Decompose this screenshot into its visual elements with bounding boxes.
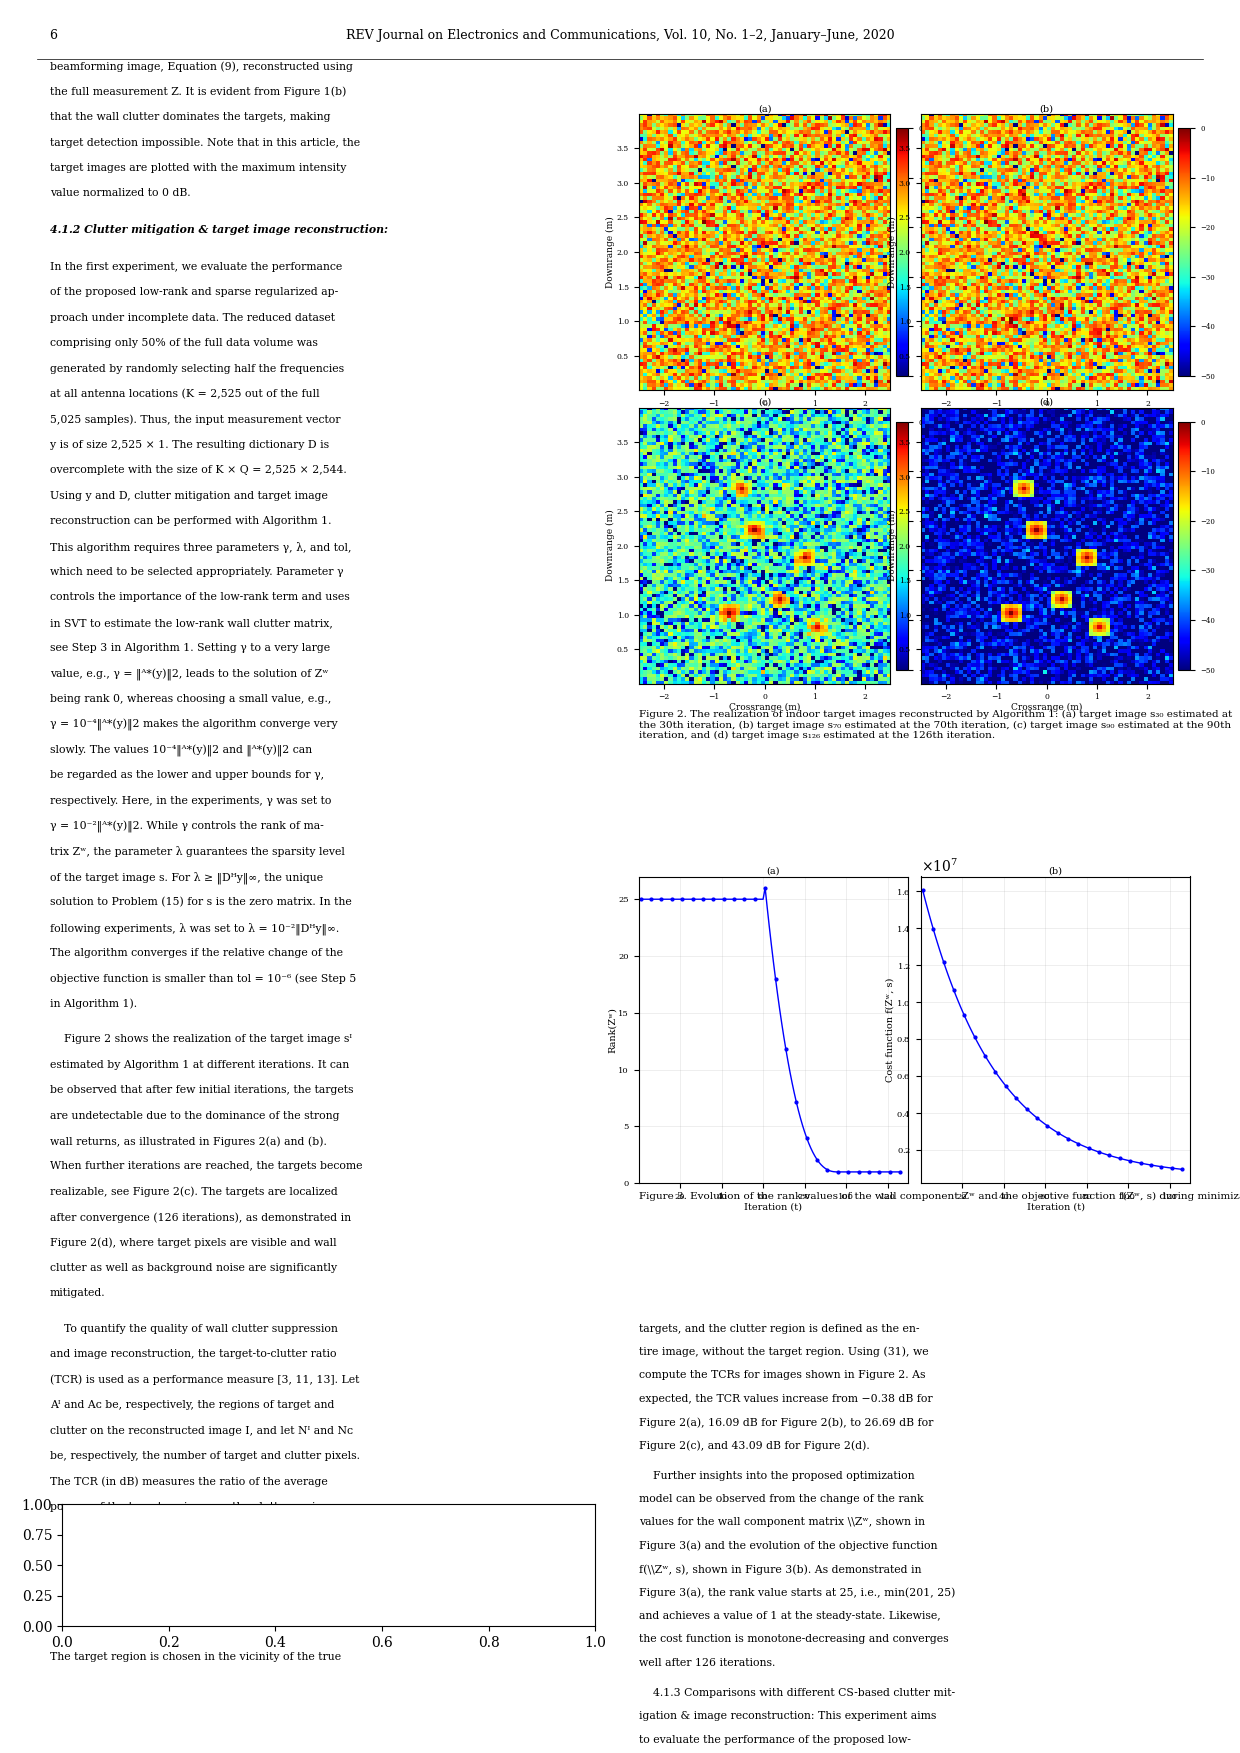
Text: and image reconstruction, the target-to-clutter ratio: and image reconstruction, the target-to-… (50, 1350, 336, 1359)
Text: reconstruction can be performed with Algorithm 1.: reconstruction can be performed with Alg… (50, 515, 331, 526)
Text: When further iterations are reached, the targets become: When further iterations are reached, the… (50, 1162, 362, 1171)
Text: 6: 6 (50, 28, 57, 42)
Text: and achieves a value of 1 at the steady-state. Likewise,: and achieves a value of 1 at the steady-… (639, 1611, 940, 1622)
Text: y is of size 2,525 × 1. The resulting dictionary D is: y is of size 2,525 × 1. The resulting di… (50, 440, 329, 451)
Text: (31): (31) (541, 1564, 563, 1572)
Text: REV Journal on Electronics and Communications, Vol. 10, No. 1–2, January–June, 2: REV Journal on Electronics and Communica… (346, 28, 894, 42)
Text: (TCR) is used as a performance measure [3, 11, 13]. Let: (TCR) is used as a performance measure [… (50, 1374, 358, 1385)
Text: be observed that after few initial iterations, the targets: be observed that after few initial itera… (50, 1085, 353, 1096)
Text: This algorithm requires three parameters γ, λ, and tol,: This algorithm requires three parameters… (50, 542, 351, 552)
Text: values for the wall component matrix \\Zʷ, shown in: values for the wall component matrix \\Z… (639, 1518, 925, 1527)
Text: Figure 2 shows the realization of the target image sᴵ: Figure 2 shows the realization of the ta… (50, 1034, 352, 1045)
Y-axis label: Cost function f(Zʷ, s): Cost function f(Zʷ, s) (885, 978, 894, 1082)
Text: Figure 2(c), and 43.09 dB for Figure 2(d).: Figure 2(c), and 43.09 dB for Figure 2(d… (639, 1441, 869, 1451)
Text: tire image, without the target region. Using (31), we: tire image, without the target region. U… (639, 1346, 929, 1357)
Text: being rank 0, whereas choosing a small value, e.g.,: being rank 0, whereas choosing a small v… (50, 694, 331, 705)
Text: proach under incomplete data. The reduced dataset: proach under incomplete data. The reduce… (50, 312, 335, 323)
Title: (a): (a) (766, 866, 780, 876)
Text: the cost function is monotone-decreasing and converges: the cost function is monotone-decreasing… (639, 1634, 949, 1644)
Text: model can be observed from the change of the rank: model can be observed from the change of… (639, 1494, 924, 1504)
Text: target images are plotted with the maximum intensity: target images are plotted with the maxim… (50, 163, 346, 174)
Text: beamforming image, Equation (9), reconstructed using: beamforming image, Equation (9), reconst… (50, 61, 352, 72)
Y-axis label: Downrange (m): Downrange (m) (606, 510, 615, 582)
Text: Figure 2. The realization of indoor target images reconstructed by Algorithm 1: : Figure 2. The realization of indoor targ… (639, 710, 1231, 740)
Text: comprising only 50% of the full data volume was: comprising only 50% of the full data vol… (50, 338, 317, 349)
Text: $\mathrm{TCR} = 10\log_{10}\!\left(\dfrac{\frac{1}{N_t}\sum_{q\in\mathcal{A}_t}|: $\mathrm{TCR} = 10\log_{10}\!\left(\dfra… (77, 1550, 270, 1615)
Text: compute the TCRs for images shown in Figure 2. As: compute the TCRs for images shown in Fig… (639, 1371, 925, 1380)
Text: trix Zʷ, the parameter λ guarantees the sparsity level: trix Zʷ, the parameter λ guarantees the … (50, 847, 345, 857)
X-axis label: Crossrange (m): Crossrange (m) (729, 408, 800, 419)
Text: clutter as well as background noise are significantly: clutter as well as background noise are … (50, 1262, 337, 1273)
Text: Figure 3(a) and the evolution of the objective function: Figure 3(a) and the evolution of the obj… (639, 1541, 937, 1551)
Text: in SVT to estimate the low-rank wall clutter matrix,: in SVT to estimate the low-rank wall clu… (50, 617, 332, 628)
Title: (b): (b) (1049, 866, 1063, 876)
Text: γ = 10⁻²‖ᴬ*(y)‖2. While γ controls the rank of ma-: γ = 10⁻²‖ᴬ*(y)‖2. While γ controls the r… (50, 820, 324, 833)
Text: powers of the target region over the clutter region:: powers of the target region over the clu… (50, 1502, 332, 1511)
Text: 4.1.3 Comparisons with different CS-based clutter mit-: 4.1.3 Comparisons with different CS-base… (639, 1688, 955, 1699)
Text: controls the importance of the low-rank term and uses: controls the importance of the low-rank … (50, 593, 350, 603)
Text: The TCR (in dB) measures the ratio of the average: The TCR (in dB) measures the ratio of th… (50, 1476, 327, 1487)
Text: Using y and D, clutter mitigation and target image: Using y and D, clutter mitigation and ta… (50, 491, 327, 501)
Text: targets, and the clutter region is defined as the en-: targets, and the clutter region is defin… (639, 1324, 919, 1334)
Text: Figure 3(a), the rank value starts at 25, i.e., min(201, 25): Figure 3(a), the rank value starts at 25… (639, 1588, 955, 1599)
Y-axis label: Downrange (m): Downrange (m) (888, 216, 898, 287)
Text: clutter on the reconstructed image I, and let Nᴵ and Nᴄ: clutter on the reconstructed image I, an… (50, 1425, 352, 1436)
Text: The target region is chosen in the vicinity of the true: The target region is chosen in the vicin… (50, 1651, 341, 1662)
X-axis label: Crossrange (m): Crossrange (m) (1011, 703, 1083, 712)
Text: are undetectable due to the dominance of the strong: are undetectable due to the dominance of… (50, 1111, 339, 1120)
Text: well after 126 iterations.: well after 126 iterations. (639, 1658, 775, 1667)
Text: γ = 10⁻⁴‖ᴬ*(y)‖2 makes the algorithm converge very: γ = 10⁻⁴‖ᴬ*(y)‖2 makes the algorithm con… (50, 719, 337, 731)
Title: (c): (c) (758, 398, 771, 407)
Text: generated by randomly selecting half the frequencies: generated by randomly selecting half the… (50, 363, 343, 373)
Y-axis label: Downrange (m): Downrange (m) (606, 216, 615, 287)
Text: realizable, see Figure 2(c). The targets are localized: realizable, see Figure 2(c). The targets… (50, 1187, 337, 1197)
Text: value normalized to 0 dB.: value normalized to 0 dB. (50, 188, 190, 198)
Y-axis label: Downrange (m): Downrange (m) (888, 510, 898, 582)
Title: (b): (b) (1039, 103, 1054, 114)
X-axis label: Iteration (t): Iteration (t) (1027, 1203, 1085, 1211)
Text: estimated by Algorithm 1 at different iterations. It can: estimated by Algorithm 1 at different it… (50, 1061, 348, 1069)
Text: 4.1.2 Clutter mitigation & target image reconstruction:: 4.1.2 Clutter mitigation & target image … (50, 224, 388, 235)
Text: that the wall clutter dominates the targets, making: that the wall clutter dominates the targ… (50, 112, 330, 123)
Text: respectively. Here, in the experiments, γ was set to: respectively. Here, in the experiments, … (50, 796, 331, 806)
Text: To quantify the quality of wall clutter suppression: To quantify the quality of wall clutter … (50, 1324, 337, 1334)
Text: wall returns, as illustrated in Figures 2(a) and (b).: wall returns, as illustrated in Figures … (50, 1136, 326, 1146)
Text: Figure 2(a), 16.09 dB for Figure 2(b), to 26.69 dB for: Figure 2(a), 16.09 dB for Figure 2(b), t… (639, 1416, 932, 1427)
Title: (d): (d) (1039, 398, 1054, 407)
Text: Figure 2(d), where target pixels are visible and wall: Figure 2(d), where target pixels are vis… (50, 1238, 336, 1248)
Text: of the proposed low-rank and sparse regularized ap-: of the proposed low-rank and sparse regu… (50, 287, 337, 298)
Text: expected, the TCR values increase from −0.38 dB for: expected, the TCR values increase from −… (639, 1394, 932, 1404)
Text: objective function is smaller than tol = 10⁻⁶ (see Step 5: objective function is smaller than tol =… (50, 973, 356, 983)
Text: solution to Problem (15) for s is the zero matrix. In the: solution to Problem (15) for s is the ze… (50, 898, 351, 908)
Text: The algorithm converges if the relative change of the: The algorithm converges if the relative … (50, 948, 342, 957)
Text: 5,025 samples). Thus, the input measurement vector: 5,025 samples). Thus, the input measurem… (50, 414, 340, 424)
Text: be, respectively, the number of target and clutter pixels.: be, respectively, the number of target a… (50, 1451, 360, 1460)
Text: igation & image reconstruction: This experiment aims: igation & image reconstruction: This exp… (639, 1711, 936, 1721)
Text: Figure 3. Evolution of the rank values of the wall component Zʷ and the objectiv: Figure 3. Evolution of the rank values o… (639, 1192, 1240, 1201)
Text: Aᴵ and Aᴄ be, respectively, the regions of target and: Aᴵ and Aᴄ be, respectively, the regions … (50, 1401, 334, 1409)
X-axis label: Iteration (t): Iteration (t) (744, 1203, 802, 1211)
Text: slowly. The values 10⁻⁴‖ᴬ*(y)‖2 and ‖ᴬ*(y)‖2 can: slowly. The values 10⁻⁴‖ᴬ*(y)‖2 and ‖ᴬ*(… (50, 745, 311, 757)
Text: mitigated.: mitigated. (50, 1288, 105, 1299)
Text: be regarded as the lower and upper bounds for γ,: be regarded as the lower and upper bound… (50, 770, 324, 780)
Text: at all antenna locations (K = 2,525 out of the full: at all antenna locations (K = 2,525 out … (50, 389, 319, 400)
Y-axis label: Rank(Zʷ): Rank(Zʷ) (608, 1006, 616, 1054)
X-axis label: Crossrange (m): Crossrange (m) (1011, 408, 1083, 419)
Text: of the target image s. For λ ≥ ‖Dᴴy‖∞, the unique: of the target image s. For λ ≥ ‖Dᴴy‖∞, t… (50, 871, 322, 884)
Text: see Step 3 in Algorithm 1. Setting γ to a very large: see Step 3 in Algorithm 1. Setting γ to … (50, 643, 330, 654)
Text: following experiments, λ was set to λ = 10⁻²‖Dᴴy‖∞.: following experiments, λ was set to λ = … (50, 922, 339, 934)
X-axis label: Crossrange (m): Crossrange (m) (729, 703, 800, 712)
Text: which need to be selected appropriately. Parameter γ: which need to be selected appropriately.… (50, 566, 343, 577)
Text: target detection impossible. Note that in this article, the: target detection impossible. Note that i… (50, 137, 360, 147)
Text: in Algorithm 1).: in Algorithm 1). (50, 999, 136, 1010)
Title: (a): (a) (758, 103, 771, 114)
Text: Further insights into the proposed optimization: Further insights into the proposed optim… (639, 1471, 914, 1481)
Text: to evaluate the performance of the proposed low-: to evaluate the performance of the propo… (639, 1735, 910, 1744)
Text: overcomplete with the size of K × Q = 2,525 × 2,544.: overcomplete with the size of K × Q = 2,… (50, 465, 346, 475)
Text: value, e.g., γ = ‖ᴬ*(y)‖2, leads to the solution of Zʷ: value, e.g., γ = ‖ᴬ*(y)‖2, leads to the … (50, 668, 329, 680)
Text: after convergence (126 iterations), as demonstrated in: after convergence (126 iterations), as d… (50, 1213, 351, 1224)
Text: the full measurement Z. It is evident from Figure 1(b): the full measurement Z. It is evident fr… (50, 86, 346, 98)
Text: f(\\Zʷ, s), shown in Figure 3(b). As demonstrated in: f(\\Zʷ, s), shown in Figure 3(b). As dem… (639, 1564, 921, 1574)
Text: In the first experiment, we evaluate the performance: In the first experiment, we evaluate the… (50, 261, 342, 272)
